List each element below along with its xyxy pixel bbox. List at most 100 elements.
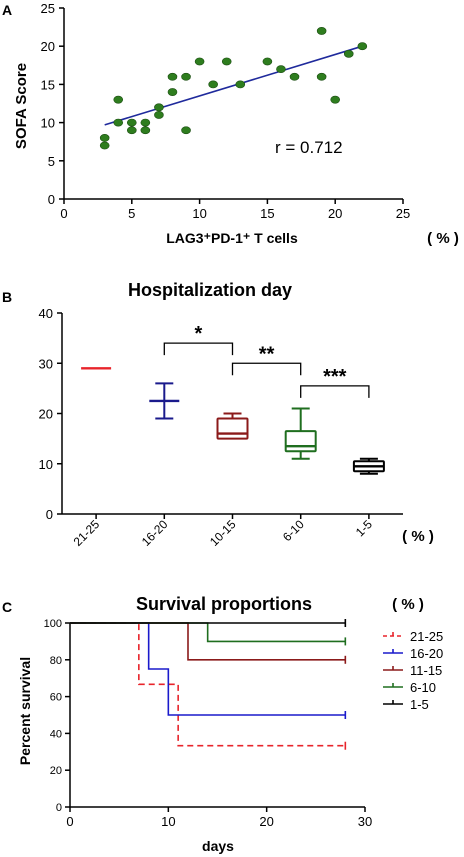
panel-a-point [140,118,151,127]
panel-a-xunit: ( % ) [427,230,459,247]
panel-a-point [208,80,218,89]
panel-c-y-tick-label: 80 [50,655,62,667]
panel-b-title: Hospitalization day [128,280,292,300]
panel-a-axes: 0 5 10 15 20 25 0 5 10 15 20 25 [41,1,411,221]
panel-b-box-10-15 [216,412,249,440]
panel-c-series-6-10 [70,622,346,643]
panel-a-point [343,49,354,58]
panel-b-axes: 0 10 20 30 40 21-25 16-20 10-15 6-10 1-5 [39,306,403,549]
panel-b-x-tick-label: 1-5 [353,517,375,539]
panel-b-significance: ****** [163,323,370,398]
panel-a-x-tick-label: 0 [60,206,67,221]
panel-b-y-tick-label: 40 [39,306,53,321]
panel-a-annotation: r = 0.712 [275,138,343,157]
panel-c-x-tick-label: 20 [259,814,273,829]
panel-b-y-tick-label: 10 [39,457,53,472]
panel-c-label: C [2,599,12,615]
panel-b-box-1-5 [352,457,385,475]
panel-a-y-tick-label: 5 [48,154,55,169]
panel-b-y-tick-label: 30 [39,356,53,371]
panel-b-xunit: ( % ) [402,528,434,545]
panel-c-xlabel: days [202,838,234,854]
panel-a-x-tick-label: 25 [396,206,410,221]
panel-b-box-16-20 [149,382,180,420]
panel-b-box-rect [284,430,317,453]
panel-a-point [99,141,110,150]
panel-a-point [181,72,191,81]
panel-c-title: Survival proportions [136,594,312,614]
panel-a-label: A [2,2,12,18]
panel-b-x-tick-label: 21-25 [71,517,103,549]
panel-a-x-tick-label: 10 [192,206,206,221]
panel-c-y-tick-label: 60 [50,692,62,704]
panel-a-trend [104,45,363,126]
panel-c-legend-item: 1-5 [383,697,429,712]
panel-a-y-tick-label: 15 [41,77,55,92]
panel-c-series [70,619,347,750]
panel-b-significance-label: * [195,323,203,345]
panel-a-y-tick-label: 20 [41,39,55,54]
panel-a-point [99,133,110,142]
panel-a-point [330,95,341,104]
panel-c-ylabel: Percent survival [17,657,33,765]
panel-c-legend-label: 21-25 [410,629,443,644]
panel-a-point [181,126,191,135]
panel-c-legend: 21-25 16-20 11-15 6-10 1-5 [383,629,443,712]
panel-b-label: B [2,289,12,305]
panel-b-significance-label: ** [259,343,275,365]
panel-b-bracket-line [163,342,234,356]
panel-a-point [289,72,300,81]
panel-c-y-tick-label: 20 [50,765,62,777]
panel-a-ylabel: SOFA Score [13,63,30,149]
panel-a-point [140,126,151,135]
panel-c-legend-label: 16-20 [410,646,443,661]
panel-c-legend-item: 11-15 [383,663,442,678]
panel-c-x-tick-label: 10 [161,814,175,829]
panel-a-point [154,103,164,112]
panel-a-y-tick-label: 10 [41,116,55,131]
panel-b-box-rect [216,417,249,440]
panel-b: B Hospitalization day ( % ) 0 10 20 30 40 21-… [2,280,434,549]
panel-c-y-tick-label: 100 [44,618,62,630]
panel-a-point [316,27,327,35]
panel-c-x-tick-label: 0 [66,814,73,829]
panel-a-x-tick-label: 20 [328,206,342,221]
panel-b-boxes [81,367,385,475]
panel-b-box-6-10 [284,407,317,460]
panel-a-point [194,57,205,66]
panel-c-legend-label: 6-10 [410,680,436,695]
panel-c-legend-item: 21-25 [383,629,443,644]
panel-a-x-tick-label: 5 [128,206,135,221]
panel-a-point [167,88,178,96]
panel-b-bracket-line [231,362,302,376]
panel-c-axes: 0 10 20 30 0 20 40 60 80 100 [44,618,373,829]
panel-a-x-tick-label: 15 [260,206,274,221]
panel-a-points [99,27,368,150]
panel-b-significance-bracket: ** [231,343,302,376]
panel-a-y-tick-label: 0 [48,192,55,207]
panel-a-y-tick-label: 25 [41,1,55,16]
panel-a-point [127,118,137,127]
panel-b-y-tick-label: 0 [46,507,53,522]
panel-a-point [235,80,246,89]
panel-a-point [113,118,124,127]
panel-a-trend-line [104,45,363,126]
panel-c-legend-label: 1-5 [410,697,429,712]
panel-c-y-tick-label: 40 [50,728,62,740]
panel-b-significance-bracket: * [163,323,234,356]
panel-c-legend-item: 6-10 [383,680,436,695]
panel-a-point [127,126,137,135]
panel-c-legend-item: 16-20 [383,646,443,661]
panel-a-point [221,57,232,66]
panel-a-point [316,72,327,81]
panel-b-significance-label: *** [323,366,347,388]
panel-c-legend-title: ( % ) [392,596,424,613]
panel-c-legend-label: 11-15 [410,663,442,678]
panel-a-point [262,57,273,66]
panel-a-xlabel: LAG3⁺PD-1⁺ T cells [166,230,298,246]
panel-a-point [276,65,286,74]
panel-a: A SOFA Score LAG3⁺PD-1⁺ T cells ( % ) r … [2,1,459,247]
panel-c-y-tick-label: 0 [56,802,62,814]
panel-b-significance-bracket: *** [300,366,370,398]
